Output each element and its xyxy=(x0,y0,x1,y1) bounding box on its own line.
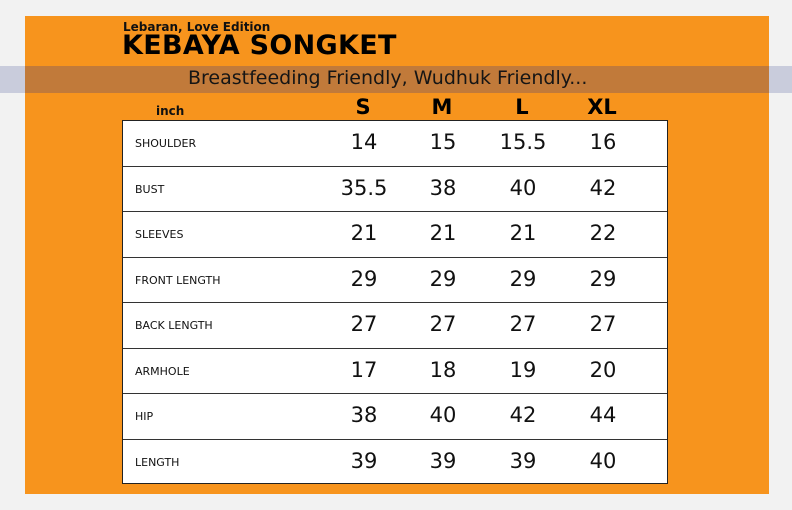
cell-value: 19 xyxy=(509,357,537,382)
cell-value: 21 xyxy=(429,221,457,245)
cell-value: 39 xyxy=(429,448,457,473)
cell-value: 14 xyxy=(350,130,378,154)
cell-value: 40 xyxy=(429,403,457,427)
cell-value: 44 xyxy=(589,403,617,427)
cell-value: 29 xyxy=(429,266,457,291)
cell-value: 38 xyxy=(429,175,457,200)
table-row: LENGTH 39 39 39 40 xyxy=(123,440,667,486)
size-header-l: L xyxy=(515,95,529,119)
subtitle: Breastfeeding Friendly, Wudhuk Friendly.… xyxy=(188,67,588,89)
row-label: SHOULDER xyxy=(135,137,197,150)
cell-value: 39 xyxy=(350,448,378,473)
row-label: BUST xyxy=(135,182,165,196)
row-label: BACK LENGTH xyxy=(135,319,213,332)
cell-value: 17 xyxy=(350,357,378,382)
cell-value: 27 xyxy=(589,312,617,336)
cell-value: 27 xyxy=(350,312,378,336)
cell-value: 15 xyxy=(429,130,457,154)
cell-value: 40 xyxy=(509,175,537,200)
cell-value: 40 xyxy=(589,448,617,473)
row-label: LENGTH xyxy=(135,455,180,469)
subtitle-band xyxy=(25,66,769,93)
table-row: FRONT LENGTH 29 29 29 29 xyxy=(123,258,667,303)
cell-value: 20 xyxy=(589,357,617,382)
table-row: SLEEVES 21 21 21 22 xyxy=(123,212,667,258)
size-header-xl: XL xyxy=(587,95,617,119)
row-label: SLEEVES xyxy=(135,228,184,241)
cell-value: 15.5 xyxy=(499,130,547,154)
cell-value: 35.5 xyxy=(340,175,388,200)
cell-value: 29 xyxy=(589,266,617,291)
page-title: KEBAYA SONGKET xyxy=(122,30,397,61)
cell-value: 42 xyxy=(509,403,537,427)
edition-label: Lebaran, Love Edition xyxy=(123,20,271,34)
cell-value: 18 xyxy=(429,357,457,382)
table-row: BUST 35.5 38 40 42 xyxy=(123,167,667,212)
size-table: SHOULDER 14 15 15.5 16 BUST 35.5 38 40 4… xyxy=(122,120,668,484)
cell-value: 39 xyxy=(509,448,537,473)
cell-value: 29 xyxy=(509,266,537,291)
cell-value: 21 xyxy=(350,221,378,245)
cell-value: 16 xyxy=(589,130,617,154)
table-row: HIP 38 40 42 44 xyxy=(123,394,667,440)
unit-label: inch xyxy=(156,104,185,118)
row-label: ARMHOLE xyxy=(135,364,190,378)
cell-value: 42 xyxy=(589,175,617,200)
table-row: BACK LENGTH 27 27 27 27 xyxy=(123,303,667,349)
row-label: FRONT LENGTH xyxy=(135,273,221,287)
table-row: SHOULDER 14 15 15.5 16 xyxy=(123,121,667,167)
cell-value: 21 xyxy=(509,221,537,245)
cell-value: 27 xyxy=(429,312,457,336)
cell-value: 27 xyxy=(509,312,537,336)
row-label: HIP xyxy=(135,410,154,423)
cell-value: 38 xyxy=(350,403,378,427)
size-header-s: S xyxy=(355,95,371,119)
cell-value: 22 xyxy=(589,221,617,245)
size-header-m: M xyxy=(431,95,453,119)
table-row: ARMHOLE 17 18 19 20 xyxy=(123,349,667,394)
cell-value: 29 xyxy=(350,266,378,291)
